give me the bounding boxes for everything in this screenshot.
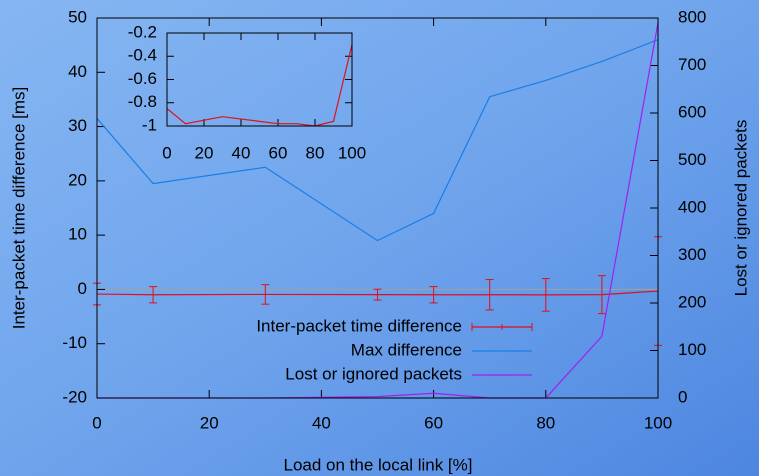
y-tick-label: 40	[68, 62, 87, 81]
y2-tick-label: 700	[678, 55, 706, 74]
legend-label: Inter-packet time difference	[256, 316, 462, 335]
y-tick-label: 0	[78, 279, 87, 298]
y2-tick-label: 600	[678, 102, 706, 121]
inset-x-tick-label: 40	[232, 143, 251, 162]
x-tick-label: 0	[92, 413, 101, 432]
y2-tick-label: 0	[678, 387, 687, 406]
x-tick-label: 40	[312, 413, 331, 432]
inset-y-tick-label: -0.8	[128, 92, 157, 111]
y2-tick-label: 100	[678, 340, 706, 359]
x-tick-label: 80	[536, 413, 555, 432]
y-tick-label: 30	[68, 116, 87, 135]
y-tick-label: 50	[68, 7, 87, 26]
inset-y-tick-label: -0.6	[128, 69, 157, 88]
inset-x-tick-label: 20	[195, 143, 214, 162]
error-bar	[597, 275, 606, 315]
y2-tick-label: 800	[678, 7, 706, 26]
y-tick-label: -10	[62, 333, 87, 352]
y2-axis-label: Lost or ignored packets	[731, 120, 750, 297]
error-bar	[429, 286, 438, 304]
series-line	[96, 39, 659, 242]
y2-tick-label: 300	[678, 245, 706, 264]
y2-tick-label: 500	[678, 150, 706, 169]
y2-tick-label: 400	[678, 197, 706, 216]
x-tick-label: 60	[424, 413, 443, 432]
inset-y-tick-label: -0.4	[128, 46, 157, 65]
inset-y-tick-label: -0.2	[128, 22, 157, 41]
x-tick-label: 100	[644, 413, 672, 432]
y-tick-label: -20	[62, 387, 87, 406]
error-bar	[541, 278, 550, 312]
error-bar	[373, 288, 382, 301]
inset-series-line	[166, 44, 353, 127]
y-tick-label: 10	[68, 225, 87, 244]
error-bar	[149, 286, 158, 304]
legend-label: Lost or ignored packets	[285, 364, 462, 383]
error-bar	[485, 279, 494, 311]
inset-y-tick-label: -1	[142, 115, 157, 134]
plot-border	[96, 17, 659, 399]
legend-label: Max difference	[351, 340, 462, 359]
inset-x-tick-label: 80	[306, 143, 325, 162]
inset-border	[166, 32, 353, 127]
inset-x-tick-label: 100	[338, 143, 366, 162]
x-tick-label: 20	[200, 413, 219, 432]
inset-x-tick-label: 0	[162, 143, 171, 162]
y-tick-label: 20	[68, 170, 87, 189]
error-bar	[261, 284, 270, 305]
x-axis-label: Load on the local link [%]	[283, 455, 472, 474]
y2-tick-label: 200	[678, 292, 706, 311]
inset-x-tick-label: 60	[269, 143, 288, 162]
y-axis-label: Inter-packet time difference [ms]	[9, 87, 28, 330]
